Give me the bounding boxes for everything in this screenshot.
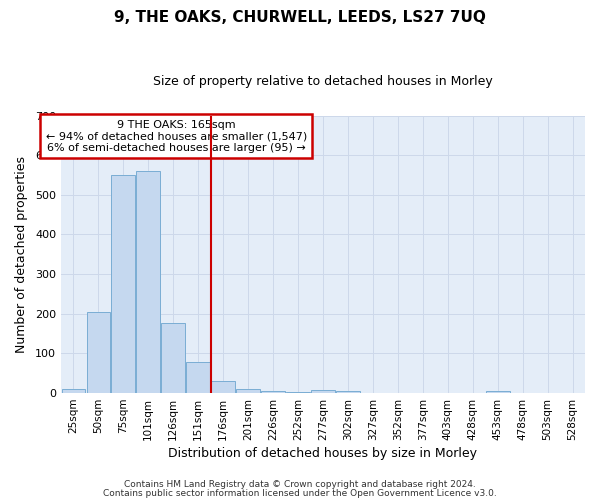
Bar bbox=[261, 391, 285, 393]
Text: Contains public sector information licensed under the Open Government Licence v3: Contains public sector information licen… bbox=[103, 488, 497, 498]
Bar bbox=[112, 175, 135, 393]
Title: Size of property relative to detached houses in Morley: Size of property relative to detached ho… bbox=[153, 75, 493, 88]
Bar bbox=[161, 322, 185, 393]
Bar bbox=[311, 390, 335, 393]
Text: Contains HM Land Registry data © Crown copyright and database right 2024.: Contains HM Land Registry data © Crown c… bbox=[124, 480, 476, 489]
X-axis label: Distribution of detached houses by size in Morley: Distribution of detached houses by size … bbox=[169, 447, 478, 460]
Bar bbox=[187, 362, 210, 393]
Bar bbox=[486, 391, 509, 393]
Bar bbox=[86, 312, 110, 393]
Bar bbox=[136, 171, 160, 393]
Y-axis label: Number of detached properties: Number of detached properties bbox=[15, 156, 28, 353]
Bar bbox=[211, 381, 235, 393]
Text: 9 THE OAKS: 165sqm
← 94% of detached houses are smaller (1,547)
6% of semi-detac: 9 THE OAKS: 165sqm ← 94% of detached hou… bbox=[46, 120, 307, 153]
Bar bbox=[62, 389, 85, 393]
Text: 9, THE OAKS, CHURWELL, LEEDS, LS27 7UQ: 9, THE OAKS, CHURWELL, LEEDS, LS27 7UQ bbox=[114, 10, 486, 25]
Bar bbox=[336, 391, 360, 393]
Bar bbox=[286, 392, 310, 393]
Bar bbox=[236, 389, 260, 393]
